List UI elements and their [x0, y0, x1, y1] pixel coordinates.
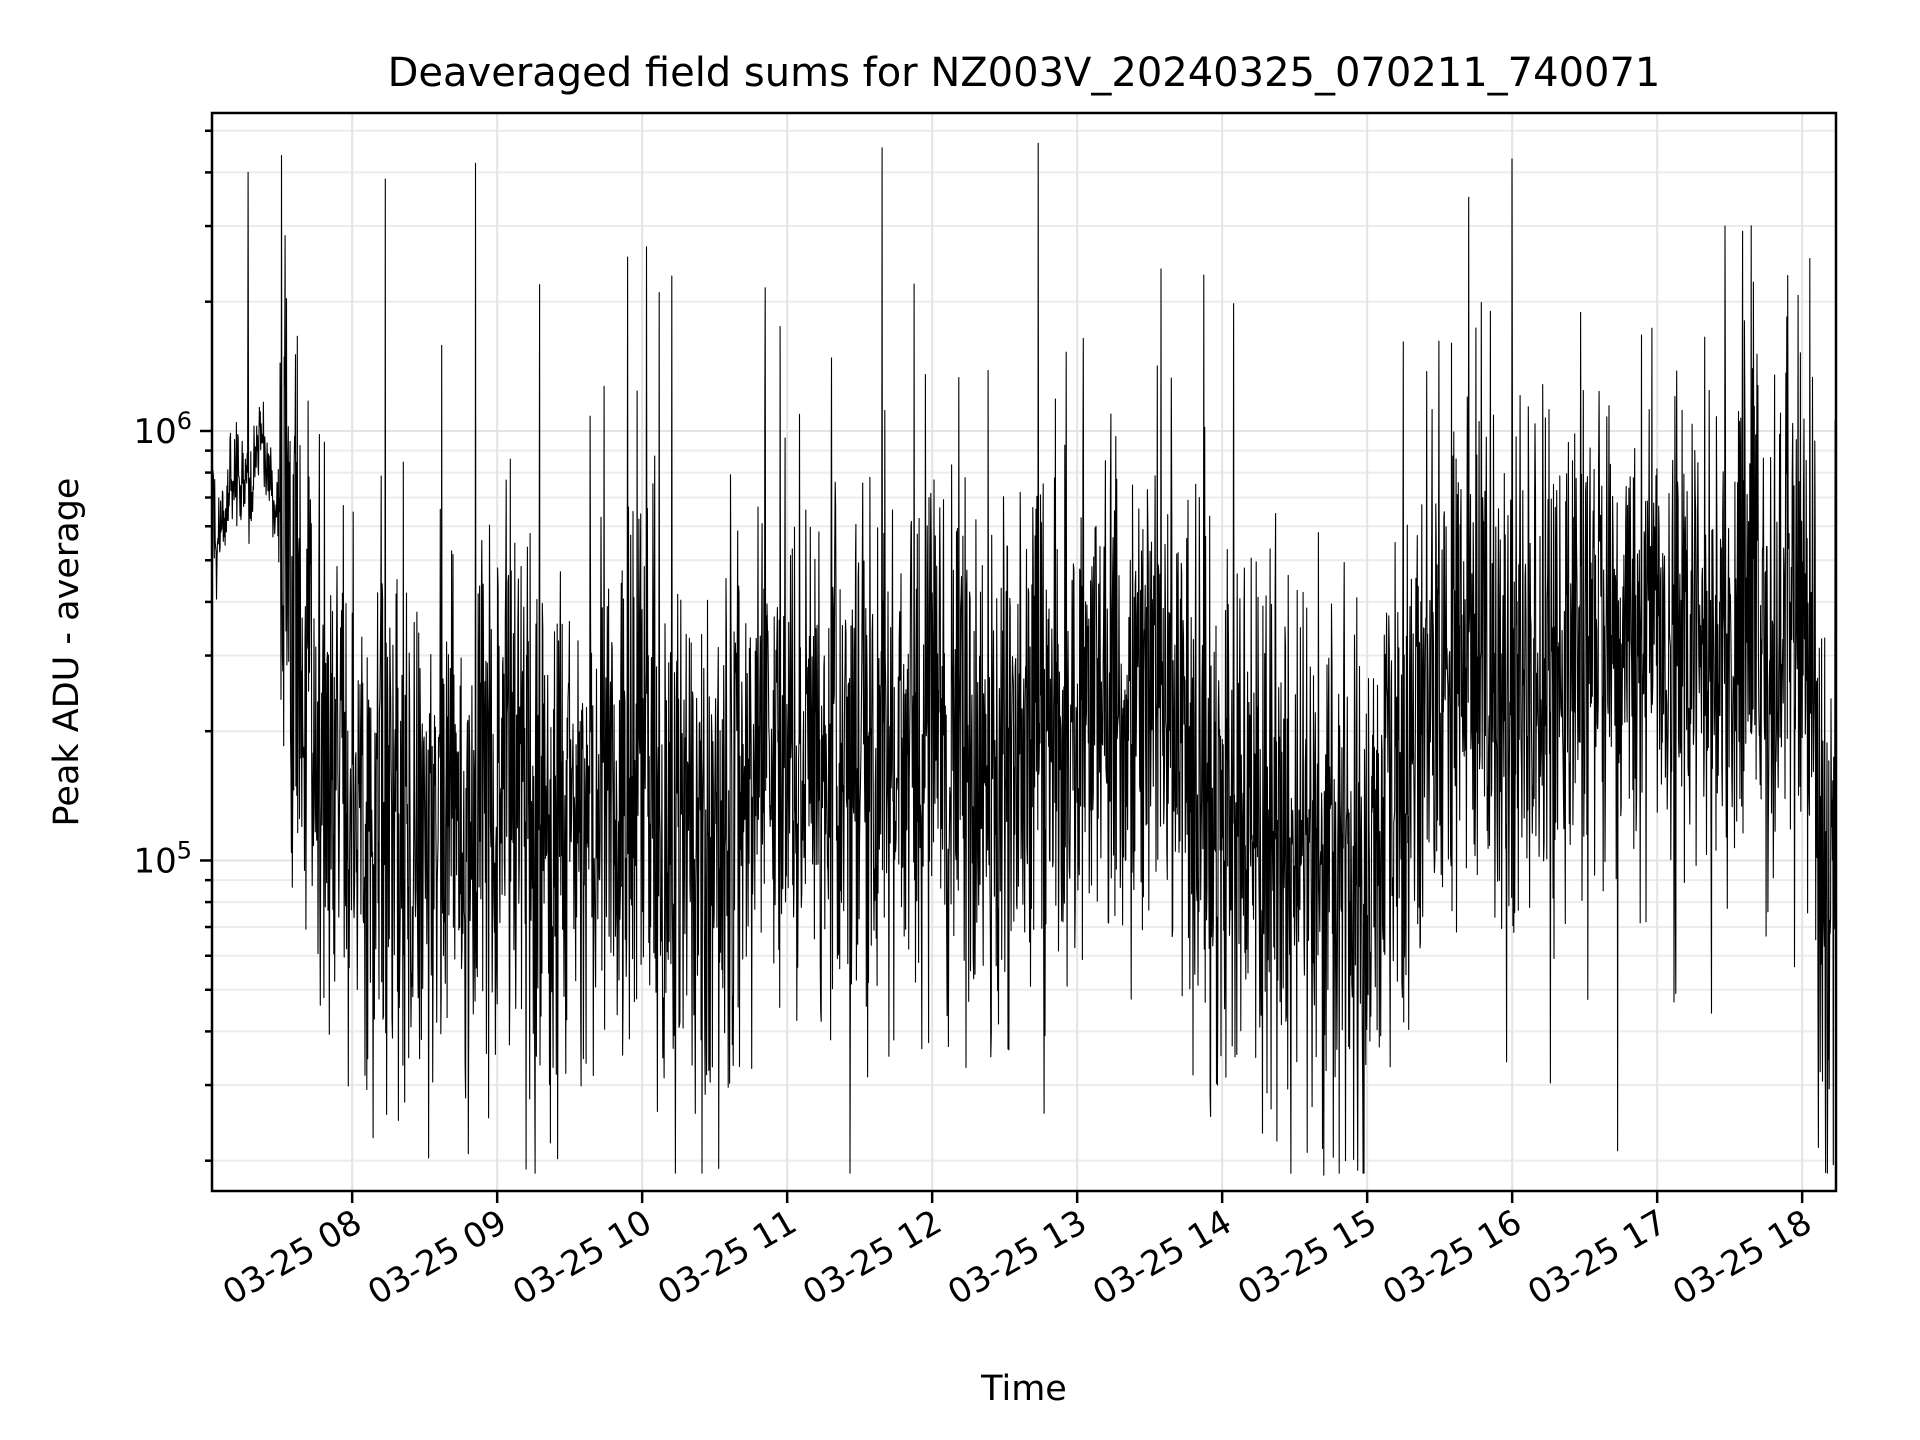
- series-line: [211, 142, 1837, 1176]
- x-tick-label: 03-25 15: [1231, 1202, 1383, 1313]
- x-tick-label: 03-25 09: [361, 1202, 513, 1313]
- x-tick-label: 03-25 16: [1376, 1202, 1528, 1313]
- x-axis-label: Time: [980, 1369, 1067, 1409]
- x-tick-label: 03-25 10: [506, 1202, 658, 1313]
- plot-frame: [210, 111, 1838, 1193]
- x-tick-label: 03-25 11: [651, 1202, 803, 1313]
- chart-title: Deaveraged field sums for NZ003V_2024032…: [388, 50, 1661, 96]
- x-tick-label: 03-25 08: [216, 1202, 368, 1313]
- x-tick-label: 03-25 12: [796, 1202, 948, 1313]
- y-tick-label: 106: [133, 407, 192, 452]
- y-axis-label: Peak ADU - average: [47, 478, 87, 827]
- y-tick-label: 105: [133, 836, 192, 881]
- x-tick-label: 03-25 13: [941, 1202, 1093, 1313]
- x-tick-label: 03-25 18: [1666, 1202, 1818, 1313]
- x-tick-label: 03-25 17: [1521, 1202, 1673, 1313]
- x-tick-label: 03-25 14: [1086, 1202, 1238, 1313]
